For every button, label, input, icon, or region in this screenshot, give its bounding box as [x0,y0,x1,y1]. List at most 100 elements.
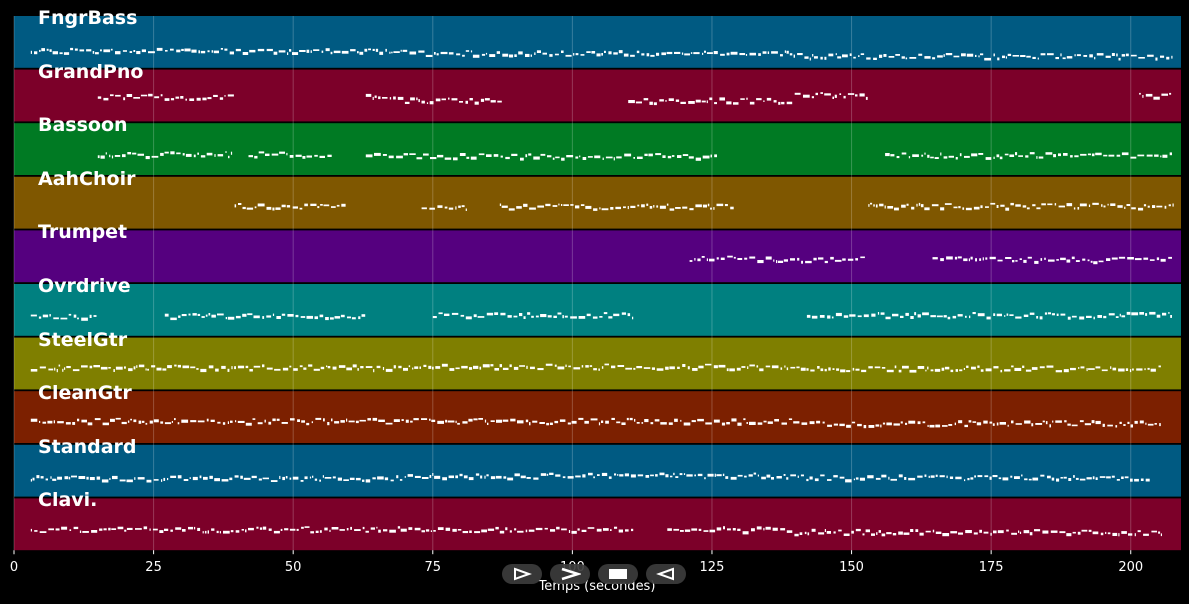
note [1072,531,1076,534]
note [936,315,943,318]
note [601,208,609,211]
note [418,50,425,53]
note [1138,57,1145,59]
note [81,317,88,321]
note [1056,259,1059,261]
note [771,477,774,480]
note [814,56,818,59]
note [942,425,948,427]
note [932,257,938,260]
fast-forward-button[interactable] [550,564,590,584]
note [749,421,756,425]
note [525,419,529,423]
note [262,364,265,368]
note [909,57,917,59]
note [588,472,593,476]
note [917,314,921,318]
note [400,49,402,52]
note [799,532,803,535]
note [127,420,130,423]
note [311,421,313,424]
note [240,475,243,479]
note [219,97,224,100]
note [365,366,373,368]
note [1055,57,1059,60]
note [934,368,941,372]
note [705,363,712,366]
note [1126,311,1131,315]
note [455,206,457,210]
note [265,153,270,156]
note [357,51,359,54]
note [242,52,249,55]
note [824,529,826,532]
note [45,478,48,481]
note [692,368,698,371]
note [117,526,124,530]
note [89,477,95,481]
note [741,366,746,368]
note [487,528,495,531]
note [185,153,192,157]
note [886,369,894,373]
note [115,94,121,97]
note [733,102,739,105]
note [1063,476,1067,479]
note [49,314,51,317]
note [643,367,651,369]
note [582,474,586,478]
note [780,528,786,531]
note [976,422,982,426]
note [133,97,140,99]
note [781,422,787,425]
note [429,101,434,105]
note [314,478,318,481]
note [306,49,310,53]
note [257,203,265,207]
note [653,205,655,208]
note [149,420,153,424]
note [437,205,443,208]
note [843,95,846,99]
note [92,51,95,54]
note [334,421,340,424]
note [980,369,984,372]
note [978,55,980,58]
note [915,529,919,532]
note [1071,256,1075,260]
note [784,365,786,368]
note [702,155,710,159]
stop-button[interactable] [598,564,638,584]
note [201,316,205,318]
note [205,314,208,317]
rewind-button[interactable] [646,564,686,584]
note [623,53,629,57]
play-button[interactable] [502,564,542,584]
note [1015,204,1021,207]
note [48,528,54,531]
note [1040,53,1046,56]
note [839,476,845,479]
note [469,530,472,533]
note [234,475,239,478]
note [1047,475,1051,479]
note [262,316,265,319]
track-8 [14,444,1181,497]
note [79,49,85,52]
note [778,101,781,105]
playback-controls [502,564,686,586]
note [697,473,703,477]
note [42,314,49,318]
note [673,528,680,531]
note [397,96,404,100]
note [982,257,984,261]
note [783,259,788,262]
note [1023,259,1027,263]
note [468,418,473,422]
note [102,422,109,426]
note [234,366,236,370]
note [502,419,509,422]
note [765,365,771,368]
note [207,530,209,534]
note [408,365,411,368]
